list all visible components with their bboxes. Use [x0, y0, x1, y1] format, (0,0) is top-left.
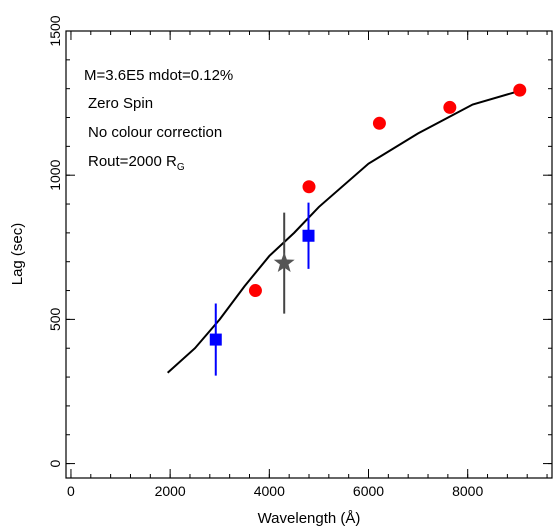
x-tick-label: 2000: [155, 483, 186, 499]
annotation-rout: Rout=2000 RG: [88, 153, 185, 173]
annotation-spin: Zero Spin: [88, 95, 153, 112]
annotation-rout-subscript: G: [177, 162, 185, 173]
annotation-colour-correction: No colour correction: [88, 124, 222, 141]
model-curve: [166, 89, 523, 374]
data-point-star: [273, 252, 295, 273]
data-point-circle: [372, 116, 386, 130]
x-tick-label: 0: [67, 483, 75, 499]
annotation-rout-text: Rout=2000 R: [88, 153, 177, 170]
y-tick-label: 1000: [47, 159, 63, 190]
y-tick-label: 0: [47, 459, 63, 467]
data-point-square: [209, 333, 222, 346]
data-marks: [166, 83, 527, 376]
annotation-model-params: M=3.6E5 mdot=0.12%: [84, 67, 233, 84]
x-tick-label: 8000: [452, 483, 483, 499]
data-point-circle: [302, 180, 316, 194]
data-point-square: [302, 229, 315, 242]
data-point-circle: [513, 83, 527, 97]
data-point-circle: [248, 284, 262, 298]
y-tick-label: 1500: [47, 15, 63, 46]
axis-ticks: 0 2000 4000 6000 8000 0 500 1000 1500: [47, 15, 552, 499]
x-axis-label: Wavelength (Å): [258, 510, 361, 527]
x-tick-label: 6000: [353, 483, 384, 499]
data-point-circle: [443, 100, 457, 114]
y-tick-label: 500: [47, 307, 63, 331]
y-axis-label: Lag (sec): [9, 223, 26, 286]
x-tick-label: 4000: [254, 483, 285, 499]
